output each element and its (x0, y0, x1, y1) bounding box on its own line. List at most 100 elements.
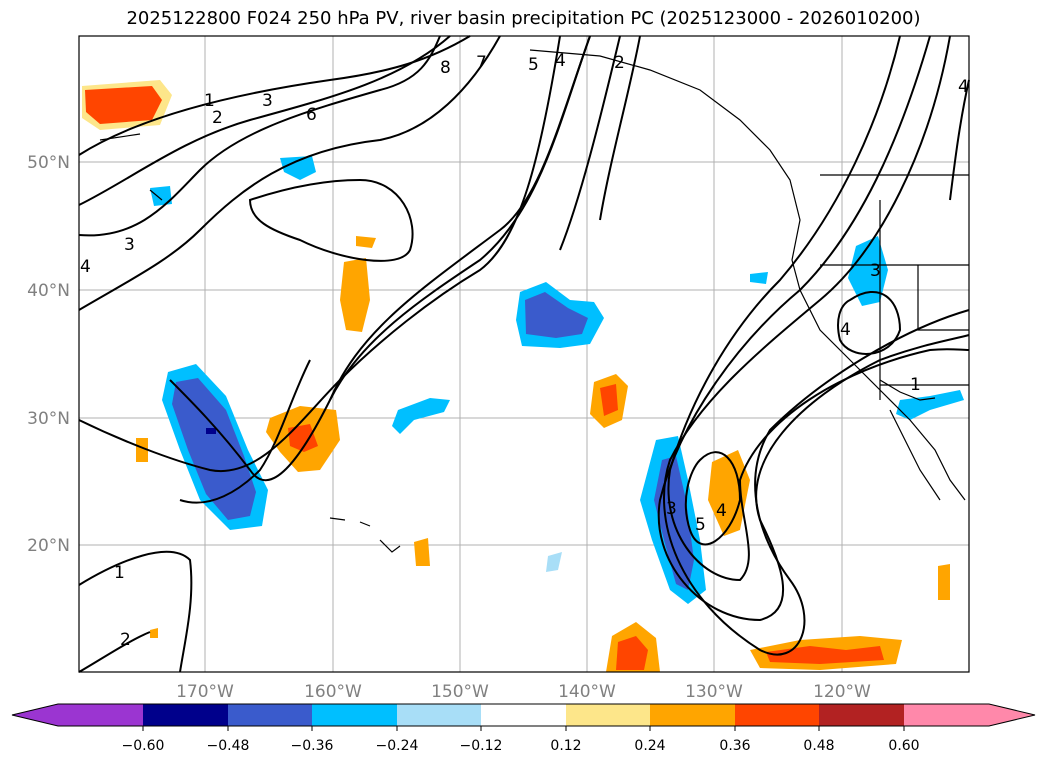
pv-contours (78, 35, 970, 673)
colorbar-segment (143, 704, 228, 726)
pv-contour-line (837, 290, 902, 355)
contour-label: 4 (716, 501, 727, 521)
precip-blob-positive (600, 384, 618, 416)
pv-contour-line (663, 35, 970, 656)
precip-blob-negative (750, 272, 768, 284)
contour-label: 3 (262, 91, 273, 111)
contour-label: 1 (204, 91, 215, 111)
precip-blob-positive (85, 86, 162, 124)
colorbar-tick-label: 0.12 (550, 738, 581, 754)
lon-label: 170°W (176, 682, 234, 702)
contour-label: 4 (80, 257, 91, 277)
lon-labels: 170°W 160°W 150°W 140°W 130°W 120°W (176, 682, 871, 702)
colorbar-tick-label: −0.48 (207, 738, 250, 754)
contour-label: 2 (120, 630, 131, 650)
contour-label: 8 (440, 58, 451, 78)
precip-blob-negative (546, 552, 562, 572)
precip-blob-positive (766, 646, 884, 664)
lon-label: 160°W (304, 682, 362, 702)
colorbar-segment (228, 704, 312, 726)
contour-label: 6 (306, 105, 317, 125)
contour-label: 3 (870, 261, 881, 281)
precip-blob-negative (150, 186, 172, 206)
contour-label: 7 (476, 53, 487, 73)
coastline-baja (879, 379, 936, 401)
precip-blob-positive (414, 538, 430, 566)
pv-contour-line (329, 35, 591, 401)
contour-label: 1 (910, 375, 921, 395)
precip-blob-positive (136, 438, 148, 462)
colorbar-segment (312, 704, 397, 726)
contour-label: 5 (528, 55, 539, 75)
contour-label: 2 (614, 53, 625, 73)
colorbar-tick-label: 0.24 (634, 738, 665, 754)
pv-contour-line (78, 631, 151, 673)
contour-label: 1 (114, 563, 125, 583)
pv-contour-line (179, 359, 311, 504)
pv-contour-line (657, 35, 970, 622)
contour-label: 2 (212, 108, 223, 128)
colorbar-tick-label: −0.12 (460, 738, 503, 754)
contour-label: 4 (840, 320, 851, 340)
pv-contour-line (78, 35, 451, 206)
lat-label: 50°N (27, 153, 70, 173)
precip-blob-negative (896, 390, 964, 420)
pv-contour-line (599, 35, 641, 221)
coastline-hawaii (329, 517, 401, 553)
precip-blob-positive (616, 636, 648, 670)
coastline-mexico (889, 409, 941, 501)
lat-label: 40°N (27, 281, 70, 301)
pv-contour-line (949, 79, 970, 201)
precip-blob-negative (206, 428, 216, 434)
precip-blob-positive (288, 424, 318, 452)
pv-contour-line (248, 178, 414, 262)
precip-blob-negative (392, 398, 450, 434)
precip-blob-positive (150, 628, 158, 638)
colorbar-segment (819, 704, 904, 726)
pv-contour-line (684, 451, 742, 546)
pv-contour-line (667, 35, 970, 582)
contour-labels: 1 2 3 6 8 7 5 4 2 3 4 1 2 3 4 3 5 4 4 1 (80, 51, 969, 650)
colorbar-segment (58, 704, 143, 726)
precip-blob-negative (280, 156, 316, 180)
colorbar-segment (904, 704, 989, 726)
colorbar-extend-high (989, 704, 1035, 726)
contour-label: 4 (958, 77, 969, 97)
colorbar-tick-label: 0.60 (888, 738, 919, 754)
precip-blob-negative (525, 292, 588, 338)
contour-label: 3 (124, 235, 135, 255)
contour-label: 3 (666, 499, 677, 519)
coastline-north-america (529, 49, 966, 501)
precip-blob-negative (172, 378, 256, 520)
pv-contour-line (78, 35, 471, 156)
gridlines (79, 36, 969, 672)
lon-label: 130°W (685, 682, 743, 702)
precip-blob-positive (340, 258, 370, 332)
colorbar-outline (11, 703, 1036, 727)
lon-label: 140°W (558, 682, 616, 702)
colorbar-tick-label: 0.48 (803, 738, 834, 754)
colorbar-segment (650, 704, 735, 726)
contour-label: 4 (555, 51, 566, 71)
pv-contour-line (78, 35, 441, 237)
lat-label: 30°N (27, 409, 70, 429)
map-frame (78, 35, 970, 673)
pv-contour-line (78, 550, 193, 673)
colorbar-segment (481, 704, 566, 726)
colorbar-extend-low (12, 704, 58, 726)
contour-label: 5 (695, 515, 706, 535)
precip-blob-negative (848, 236, 888, 306)
precip-blob-positive (356, 236, 376, 248)
lat-labels: 50°N 40°N 30°N 20°N (27, 153, 70, 556)
colorbar-segment (735, 704, 819, 726)
colorbar-tick-label: −0.24 (376, 738, 419, 754)
pv-contour-line (78, 35, 501, 311)
colorbar: −0.60 −0.48 −0.36 −0.24 −0.12 0.12 0.24 … (11, 703, 1036, 754)
map-background (79, 36, 969, 672)
lon-label: 120°W (813, 682, 871, 702)
pv-contour-line (559, 35, 621, 251)
lon-label: 150°W (431, 682, 489, 702)
precip-blob-positive (708, 450, 750, 536)
lat-label: 20°N (27, 536, 70, 556)
